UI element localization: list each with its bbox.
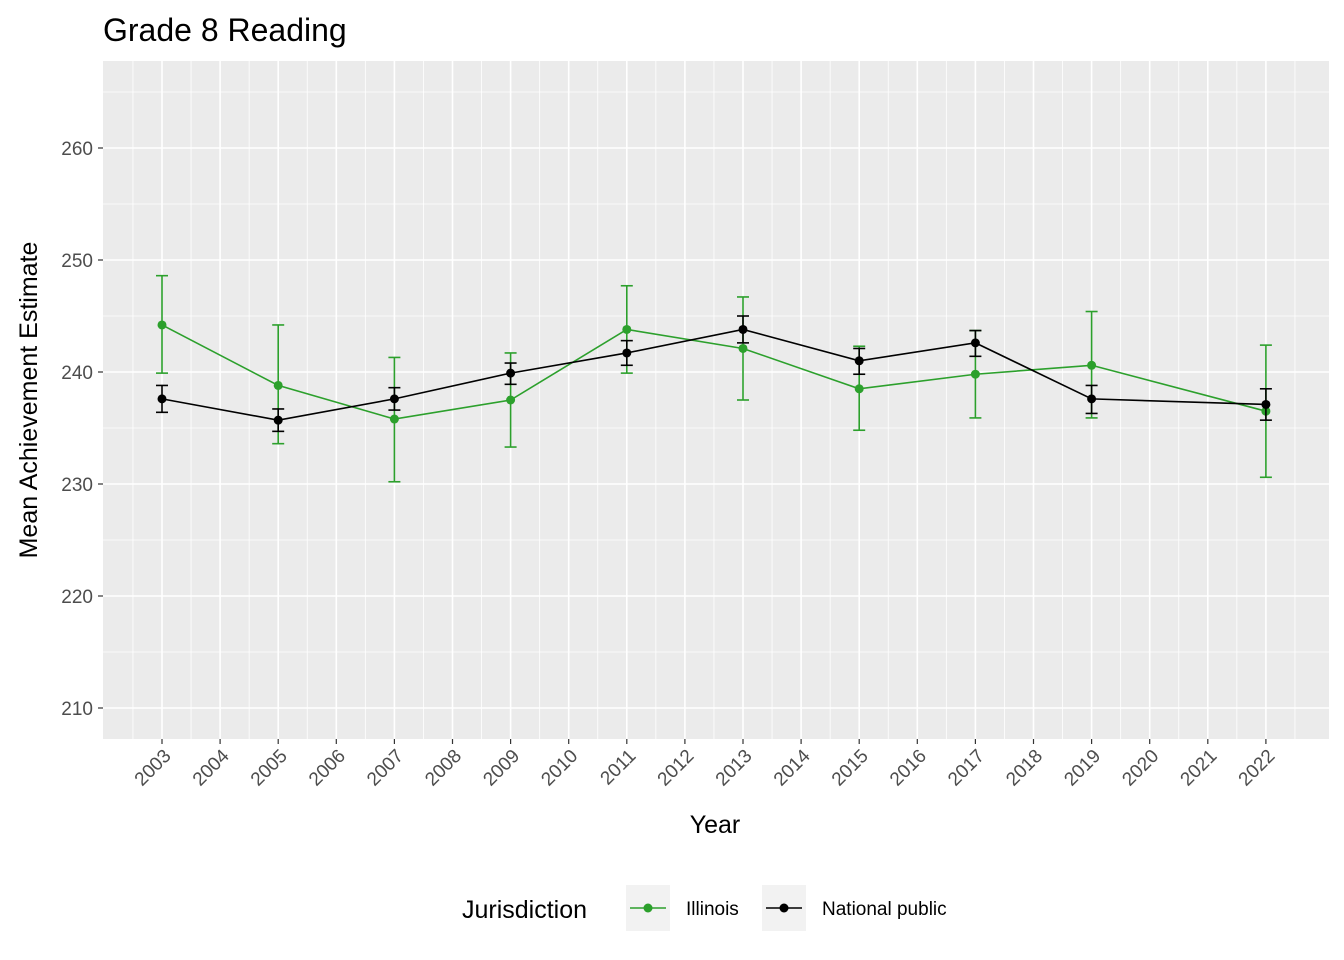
legend-label: Illinois: [686, 899, 739, 920]
data-point-illinois: [506, 395, 516, 405]
x-tick-label: 2008: [421, 746, 466, 791]
legend-key-point: [779, 903, 789, 913]
chart-title: Grade 8 Reading: [103, 12, 347, 48]
x-tick-label: 2004: [189, 745, 234, 790]
y-tick-label: 220: [61, 587, 93, 608]
x-tick-label: 2013: [712, 746, 757, 791]
legend: Jurisdiction Illinois National public: [462, 885, 947, 931]
x-tick-label: 2019: [1060, 746, 1105, 791]
data-point-illinois: [389, 414, 399, 424]
x-tick-label: 2003: [131, 746, 176, 791]
legend-key-point: [643, 903, 653, 913]
data-point-illinois: [854, 384, 864, 394]
data-point-national-public: [854, 356, 864, 366]
y-tick-label: 260: [61, 139, 93, 160]
data-point-national-public: [273, 415, 283, 425]
minor-gridlines: [103, 61, 1329, 739]
x-tick-label: 2007: [363, 746, 408, 791]
x-axis-title: Year: [690, 811, 741, 839]
legend-title: Jurisdiction: [462, 896, 587, 924]
data-point-illinois: [157, 320, 167, 330]
x-axis-ticks: 2003 2004 2005 2006 2007 2008 2009 2010 2011 2012…: [131, 739, 1280, 791]
legend-item-national-public: National public: [762, 885, 947, 931]
x-tick-label: 2016: [886, 746, 931, 791]
x-tick-label: 2012: [654, 746, 699, 791]
data-point-national-public: [970, 338, 980, 348]
x-tick-label: 2014: [770, 745, 815, 790]
series-line-illinois: [161, 324, 1267, 420]
legend-label: National public: [822, 899, 947, 920]
y-tick-label: 250: [61, 251, 93, 272]
data-point-illinois: [622, 324, 632, 334]
y-tick-label: 230: [61, 475, 93, 496]
x-tick-label: 2010: [537, 746, 582, 791]
legend-items: Illinois National public: [626, 885, 947, 931]
x-tick-label: 2021: [1177, 746, 1222, 791]
data-point-illinois: [1087, 360, 1097, 370]
data-point-national-public: [738, 324, 748, 334]
data-point-national-public: [622, 348, 632, 358]
x-tick-label: 2015: [828, 746, 873, 791]
data-point-illinois: [738, 343, 748, 353]
data-point-illinois: [970, 369, 980, 379]
data-point-national-public: [1261, 399, 1271, 409]
x-tick-label: 2022: [1235, 746, 1280, 791]
series-line-national-public: [161, 328, 1266, 421]
data-point-illinois: [273, 380, 283, 390]
y-axis-title: Mean Achievement Estimate: [15, 242, 43, 559]
x-tick-label: 2018: [1002, 746, 1047, 791]
data-point-national-public: [389, 394, 399, 404]
x-tick-label: 2009: [479, 746, 524, 791]
y-tick-label: 210: [61, 699, 93, 720]
x-tick-label: 2005: [247, 746, 292, 791]
series-layer: [156, 274, 1272, 483]
x-tick-label: 2017: [944, 746, 989, 791]
y-tick-label: 240: [61, 363, 93, 384]
x-tick-label: 2006: [305, 746, 350, 791]
data-point-national-public: [1087, 394, 1097, 404]
legend-item-illinois: Illinois: [626, 885, 739, 931]
x-tick-label: 2011: [597, 746, 641, 790]
x-tick-label: 2020: [1118, 746, 1163, 791]
data-point-national-public: [157, 394, 167, 404]
data-point-national-public: [506, 368, 516, 378]
y-axis-ticks: 210 220 230 240 250 260: [61, 139, 103, 720]
